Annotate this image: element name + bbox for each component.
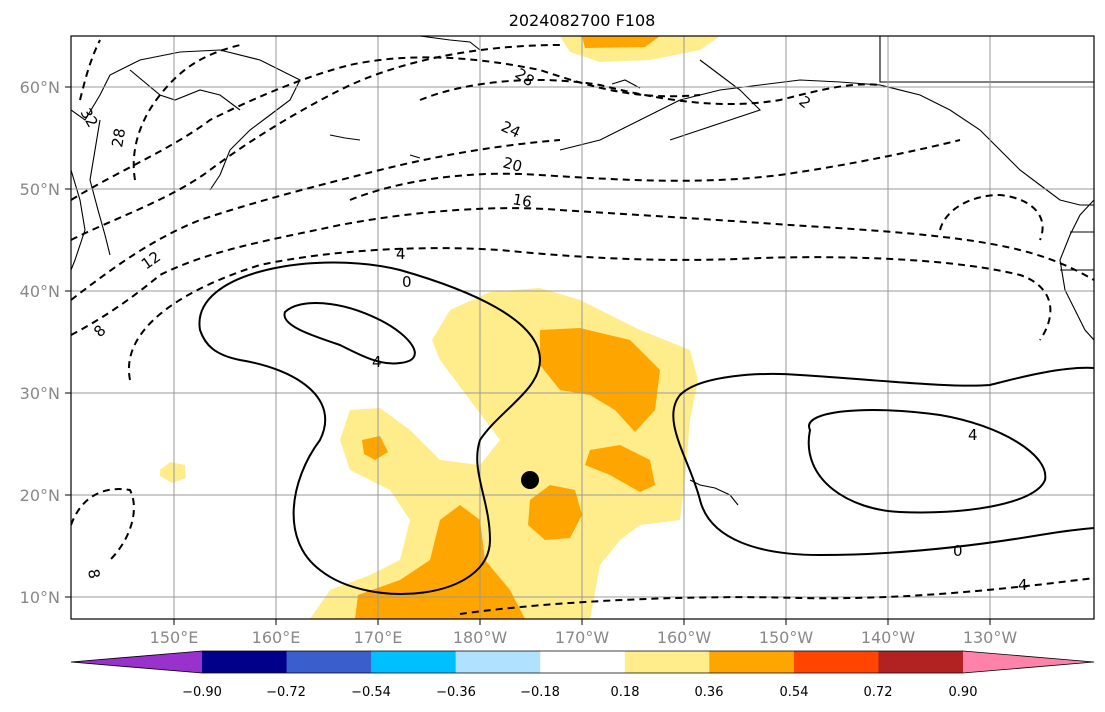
lat-label: 20°N (20, 486, 60, 505)
lon-label: 150°E (150, 628, 199, 647)
contour-4-south (459, 577, 1094, 615)
shading-orange-4 (362, 436, 388, 460)
lon-label: 160°W (657, 628, 712, 647)
contour-label: 2 (795, 92, 814, 112)
lon-label: 130°W (963, 628, 1018, 647)
contour-zero-west (198, 261, 542, 595)
lon-label: 140°W (861, 628, 916, 647)
colorbar-extend-high (963, 651, 1094, 673)
map-area (71, 36, 1094, 619)
lon-label: 180°W (453, 628, 508, 647)
lon-label: 150°W (759, 628, 814, 647)
axis-ticks (65, 86, 991, 625)
contour-minus4-west (283, 302, 416, 365)
colorbar-swatch (793, 651, 879, 673)
colorbar-tick-label: 0.54 (780, 685, 809, 700)
contour-4 (127, 247, 1052, 381)
contour-east-high (939, 193, 1044, 241)
contour-20 (419, 79, 881, 106)
contour-label: 16 (511, 190, 533, 211)
colorbar-outline (70, 650, 1095, 674)
colorbar-extend-low (71, 651, 202, 673)
colorbar-tick-label: −0.90 (182, 685, 222, 700)
lon-label: 170°W (555, 628, 610, 647)
lon-label: 170°E (354, 628, 403, 647)
contour-24 (71, 56, 701, 201)
contour-label: 24 (498, 117, 523, 141)
colorbar-tick-label: 0.36 (695, 685, 724, 700)
contour-label: 4 (396, 245, 406, 263)
lat-label: 40°N (20, 282, 60, 301)
contour-12 (71, 139, 561, 301)
lat-label: 10°N (20, 588, 60, 607)
contour-8-south (71, 488, 135, 561)
coastlines (71, 36, 1094, 506)
shading-orange-north (582, 36, 660, 48)
colorbar-tick-label: 0.72 (864, 685, 893, 700)
contour-32 (79, 39, 101, 101)
colorbar-tick-label: −0.18 (520, 685, 560, 700)
colorbar-swatch (709, 651, 795, 673)
shading-light-small (160, 462, 186, 483)
colorbar (70, 650, 1095, 674)
colorbar-tick-label: −0.54 (351, 685, 391, 700)
colorbar-tick-label: 0.18 (611, 685, 640, 700)
lat-label: 50°N (20, 180, 60, 199)
colorbar-swatch (371, 651, 457, 673)
contour-label: 28 (108, 127, 129, 149)
lat-label: 30°N (20, 384, 60, 403)
contours-dashed (71, 39, 1094, 615)
contour-label: 0 (953, 542, 963, 560)
shading-orange-2 (585, 445, 655, 492)
latitude-labels: 60°N 50°N 40°N 30°N 20°N 10°N (20, 78, 60, 607)
contour-label: 4 (968, 426, 978, 444)
contour-8 (71, 207, 1094, 336)
shading-orange-1 (540, 328, 660, 432)
colorbar-swatch (540, 651, 626, 673)
colorbar-swatch (202, 651, 288, 673)
colorbar-tick-labels: −0.90 −0.72 −0.54 −0.36 −0.18 0.18 0.36 … (182, 685, 977, 700)
contour-zero-east (672, 366, 1094, 557)
graticule (71, 36, 1094, 619)
contour-label: 32 (77, 105, 102, 131)
storm-center-marker (521, 471, 539, 489)
shading-orange-5 (355, 505, 525, 619)
contour-28-west (132, 44, 241, 181)
contour-label: 4 (372, 353, 382, 371)
contour-label: 0 (402, 273, 412, 291)
contour-label: 4 (1018, 576, 1028, 594)
map-title: 2024082700 F108 (509, 11, 656, 30)
contour-label: 8 (84, 568, 103, 581)
colorbar-swatch (878, 651, 964, 673)
anomaly-shading (160, 36, 720, 619)
colorbar-swatch (624, 651, 710, 673)
lat-label: 60°N (20, 78, 60, 97)
contour-label: 8 (90, 321, 109, 340)
colorbar-tick-label: −0.72 (266, 685, 306, 700)
colorbar-tick-label: −0.36 (436, 685, 476, 700)
colorbar-tick-label: 0.90 (949, 685, 978, 700)
longitude-labels: 150°E 160°E 170°E 180°W 170°W 160°W 150°… (150, 628, 1018, 647)
contour-label: 20 (501, 153, 524, 175)
contour-label: 12 (138, 248, 164, 274)
colorbar-swatch (455, 651, 541, 673)
contour-28 (71, 44, 561, 241)
contour-minus4-east (807, 409, 1047, 514)
lon-label: 160°E (252, 628, 301, 647)
shading-orange-3 (528, 485, 582, 540)
contours (198, 261, 1094, 595)
contour-16 (349, 139, 961, 201)
colorbar-swatch (286, 651, 372, 673)
